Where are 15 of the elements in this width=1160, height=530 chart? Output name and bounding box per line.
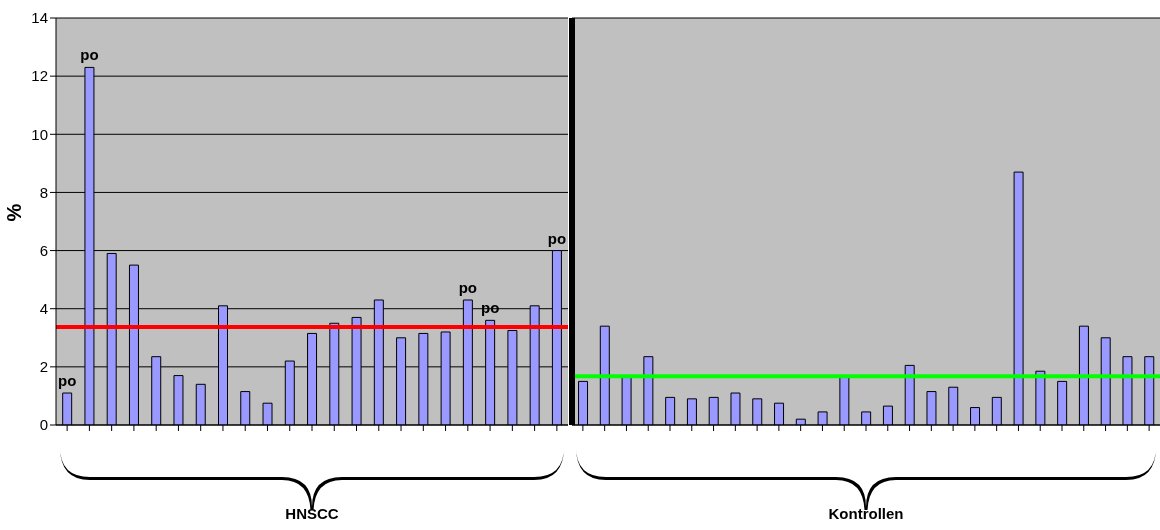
data-label: po	[547, 229, 567, 247]
y-tick-label: 4	[39, 300, 48, 318]
data-label: po	[458, 278, 478, 296]
y-tick-label: 8	[39, 183, 48, 201]
y-tick-label: 6	[39, 241, 48, 259]
y-axis-title: %	[3, 203, 26, 222]
y-tick-label: 10	[31, 125, 48, 143]
data-label: po	[58, 372, 77, 390]
x-axis-title: HNSCC	[284, 505, 340, 522]
y-tick-label: 12	[31, 67, 48, 85]
y-tick-label: 0	[39, 416, 48, 434]
y-tick-label: 2	[39, 358, 48, 376]
y-tick-label: 14	[31, 9, 48, 27]
x-axis-title: Kontrollen	[827, 505, 905, 522]
data-label: po	[80, 46, 99, 64]
